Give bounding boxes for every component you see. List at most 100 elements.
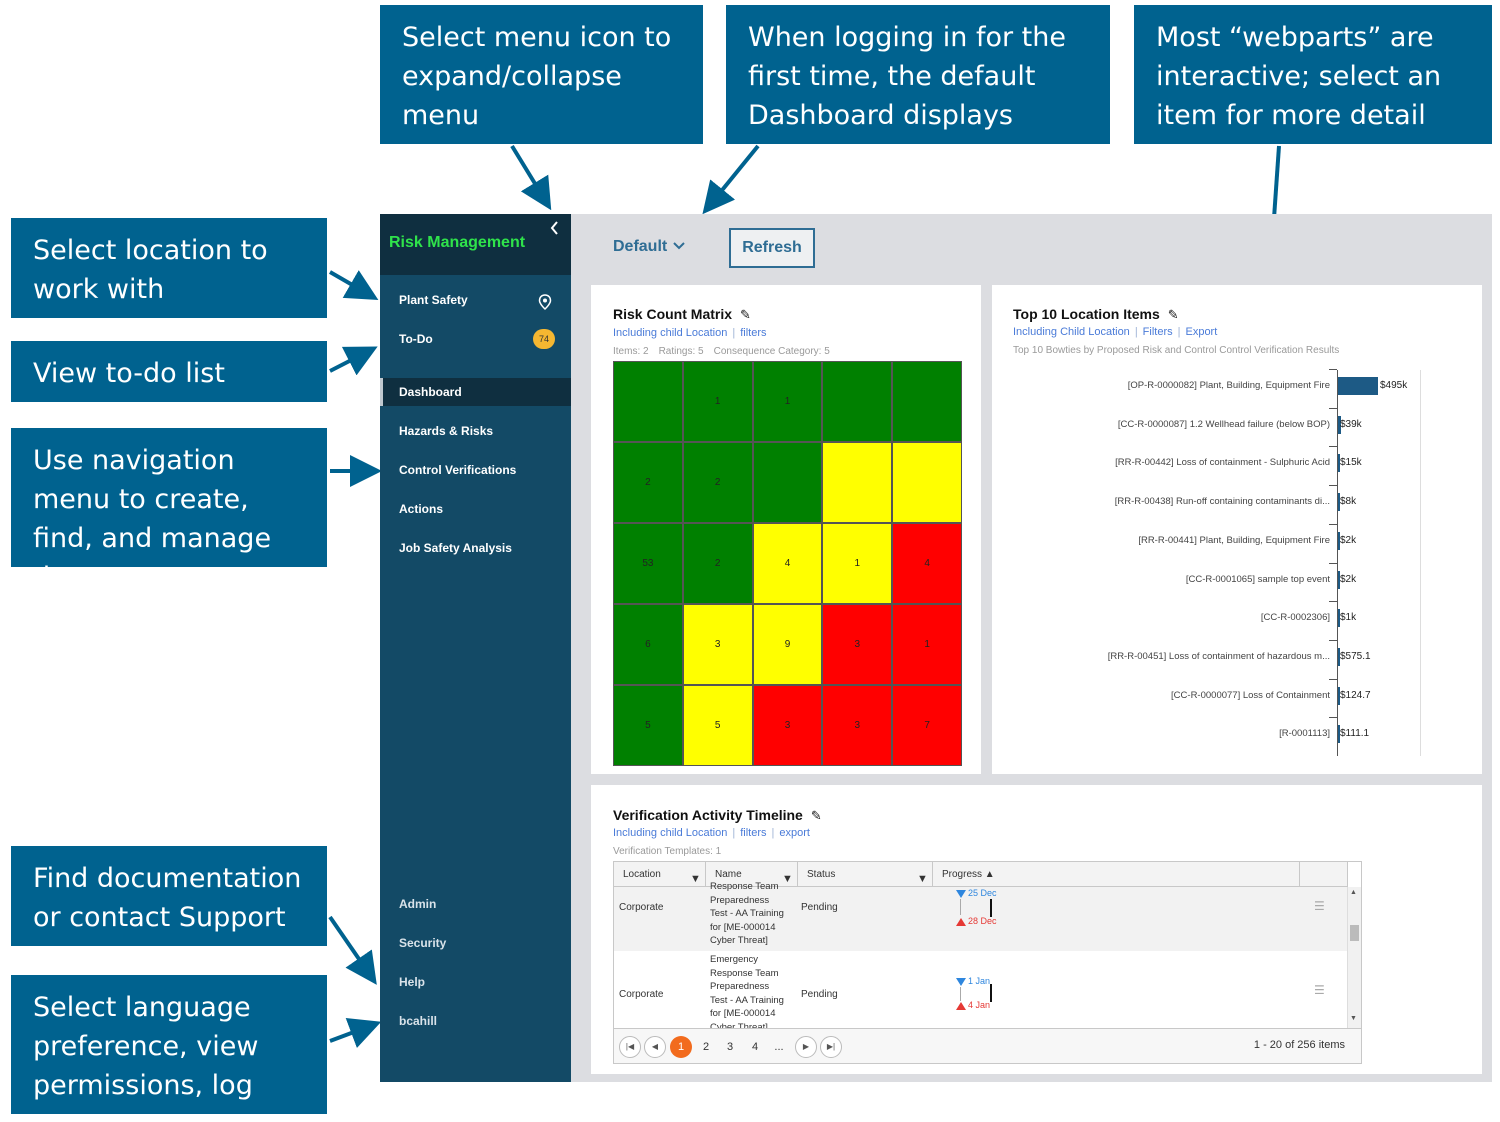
link-filters[interactable]: filters [740, 327, 767, 339]
page-1[interactable]: 1 [670, 1036, 692, 1058]
filter-icon[interactable]: ▼ [782, 873, 793, 885]
bar[interactable] [1338, 609, 1340, 628]
scroll-up-icon[interactable]: ▲ [1350, 889, 1357, 896]
matrix-cell[interactable]: 53 [613, 523, 683, 604]
page-3[interactable]: 3 [726, 1041, 734, 1053]
sidebar-item-admin[interactable]: Admin [399, 897, 437, 911]
matrix-cell[interactable]: 1 [752, 361, 823, 442]
sidebar-item-user[interactable]: bcahill [399, 1014, 438, 1028]
link-including-child-location[interactable]: Including child Location [613, 827, 728, 839]
bar-label[interactable]: [CC-R-0002306] [1260, 612, 1330, 624]
sidebar-item-security[interactable]: Security [399, 936, 447, 950]
name-line: Response Team [710, 881, 779, 892]
matrix-cell[interactable] [892, 361, 962, 442]
pencil-icon[interactable]: ✎ [1167, 307, 1179, 322]
matrix-cell[interactable]: 3 [822, 604, 893, 685]
column-header-status[interactable]: Status ▼ [798, 862, 933, 887]
matrix-cell[interactable]: 4 [892, 523, 962, 604]
location-pin-icon[interactable] [537, 292, 553, 311]
link-including-child-location[interactable]: Including child Location [613, 327, 728, 339]
filter-icon[interactable]: ▼ [690, 873, 701, 885]
risk-matrix-meta: Items: 2 Ratings: 5 Consequence Category: … [613, 346, 840, 357]
refresh-button[interactable]: Refresh [729, 228, 815, 268]
bar[interactable] [1338, 454, 1340, 473]
bar[interactable] [1338, 686, 1340, 705]
sidebar-item-control-verifications[interactable]: Control Verifications [399, 463, 517, 477]
bar[interactable] [1338, 570, 1340, 589]
matrix-cell[interactable]: 7 [892, 685, 962, 766]
sidebar-item-job-safety-analysis[interactable]: Job Safety Analysis [399, 541, 512, 555]
matrix-cell[interactable] [822, 442, 893, 523]
bar[interactable] [1338, 377, 1378, 395]
link-filters[interactable]: Filters [1142, 326, 1173, 338]
bar-label[interactable]: [R-0001113] [1279, 728, 1330, 740]
matrix-cell[interactable]: 2 [613, 442, 683, 523]
sidebar-item-todo[interactable]: To-Do 74 [380, 325, 571, 353]
bar-label[interactable]: [RR-R-00442] Loss of containment - Sulph… [1115, 457, 1330, 469]
page-more[interactable]: ... [774, 1041, 784, 1053]
chevron-left-icon[interactable] [547, 220, 563, 236]
matrix-cell[interactable] [752, 442, 823, 523]
link-filters[interactable]: filters [740, 827, 767, 839]
column-header-location[interactable]: Location ▼ [614, 862, 706, 887]
table-row[interactable]: Corporate Response Team Preparedness Tes… [614, 881, 1347, 951]
first-page-icon[interactable]: |◀ [619, 1036, 641, 1058]
bar-label[interactable]: [OP-R-0000082] Plant, Building, Equipmen… [1127, 380, 1330, 391]
matrix-cell[interactable]: 6 [613, 604, 683, 685]
sidebar-item-help[interactable]: Help [399, 975, 426, 989]
link-including-child-location[interactable]: Including Child Location [1013, 326, 1130, 338]
matrix-cell[interactable]: 2 [682, 523, 753, 604]
matrix-cell[interactable]: 3 [822, 685, 893, 766]
scroll-thumb[interactable] [1350, 925, 1359, 941]
link-export[interactable]: export [779, 827, 810, 839]
column-header-progress[interactable]: Progress ▲ [933, 862, 1300, 887]
last-page-icon[interactable]: ▶| [820, 1036, 842, 1058]
matrix-cell[interactable]: 3 [752, 685, 823, 766]
link-export[interactable]: Export [1185, 326, 1218, 338]
matrix-cell[interactable] [613, 361, 683, 442]
matrix-cell[interactable]: 9 [752, 604, 823, 685]
location-selector[interactable]: Plant Safety [380, 286, 571, 314]
bar[interactable] [1338, 415, 1342, 434]
timeline-table: Location ▼ Name ▼ Status ▼ Progress ▲ Corpo… [613, 861, 1362, 1029]
drag-handle-icon[interactable]: ☰ [1314, 983, 1325, 997]
matrix-cell[interactable]: 4 [752, 523, 823, 604]
bar-label[interactable]: [RR-R-00441] Plant, Building, Equipment … [1138, 534, 1330, 546]
page-2[interactable]: 2 [702, 1041, 710, 1053]
bar[interactable] [1338, 493, 1340, 512]
bar[interactable] [1338, 725, 1340, 744]
table-row[interactable]: Corporate Emergency Response Team Prepar… [614, 951, 1347, 1028]
matrix-cell[interactable]: 5 [613, 685, 683, 766]
table-scrollbar[interactable]: ▲ ▼ [1347, 887, 1361, 1028]
bar-label[interactable]: [CC-R-0000087] 1.2 Wellhead failure (bel… [1117, 418, 1330, 430]
pencil-icon[interactable]: ✎ [740, 307, 751, 322]
drag-handle-icon[interactable]: ☰ [1314, 899, 1325, 913]
scroll-down-icon[interactable]: ▼ [1350, 1015, 1357, 1022]
bar[interactable] [1338, 531, 1340, 550]
sidebar-item-hazards-risks[interactable]: Hazards & Risks [399, 424, 494, 438]
row-progress[interactable]: 25 Dec 28 Dec [956, 887, 1036, 931]
bar-label[interactable]: [RR-R-00451] Loss of containment of haza… [1107, 650, 1330, 662]
matrix-cell[interactable]: 1 [682, 361, 753, 442]
matrix-cell[interactable]: 5 [682, 685, 753, 766]
matrix-cell[interactable]: 1 [892, 604, 962, 685]
pencil-icon[interactable]: ✎ [810, 808, 822, 823]
matrix-cell[interactable]: 3 [682, 604, 753, 685]
row-progress[interactable]: 1 Jan 4 Jan [956, 975, 1036, 1019]
dashboard-select[interactable]: Default [613, 238, 685, 256]
filter-icon[interactable]: ▼ [917, 873, 928, 885]
matrix-cell[interactable] [822, 361, 893, 442]
matrix-cell[interactable] [892, 442, 962, 523]
sidebar-item-actions[interactable]: Actions [399, 502, 444, 516]
bar-label[interactable]: [CC-R-0001065] sample top event [1185, 573, 1330, 585]
matrix-cell[interactable]: 1 [822, 523, 893, 604]
prev-page-icon[interactable]: ◀ [644, 1036, 666, 1058]
page-4[interactable]: 4 [751, 1041, 759, 1053]
bar-label[interactable]: [RR-R-00438] Run-off containing contamin… [1114, 496, 1330, 508]
matrix-cell[interactable]: 2 [682, 442, 753, 523]
next-page-icon[interactable]: ▶ [795, 1036, 817, 1058]
sidebar-item-dashboard[interactable]: Dashboard [380, 378, 571, 406]
bar[interactable] [1338, 647, 1340, 666]
bar-label[interactable]: [CC-R-0000077] Loss of Containment [1171, 689, 1330, 701]
column-header-name[interactable]: Name ▼ [706, 862, 798, 887]
